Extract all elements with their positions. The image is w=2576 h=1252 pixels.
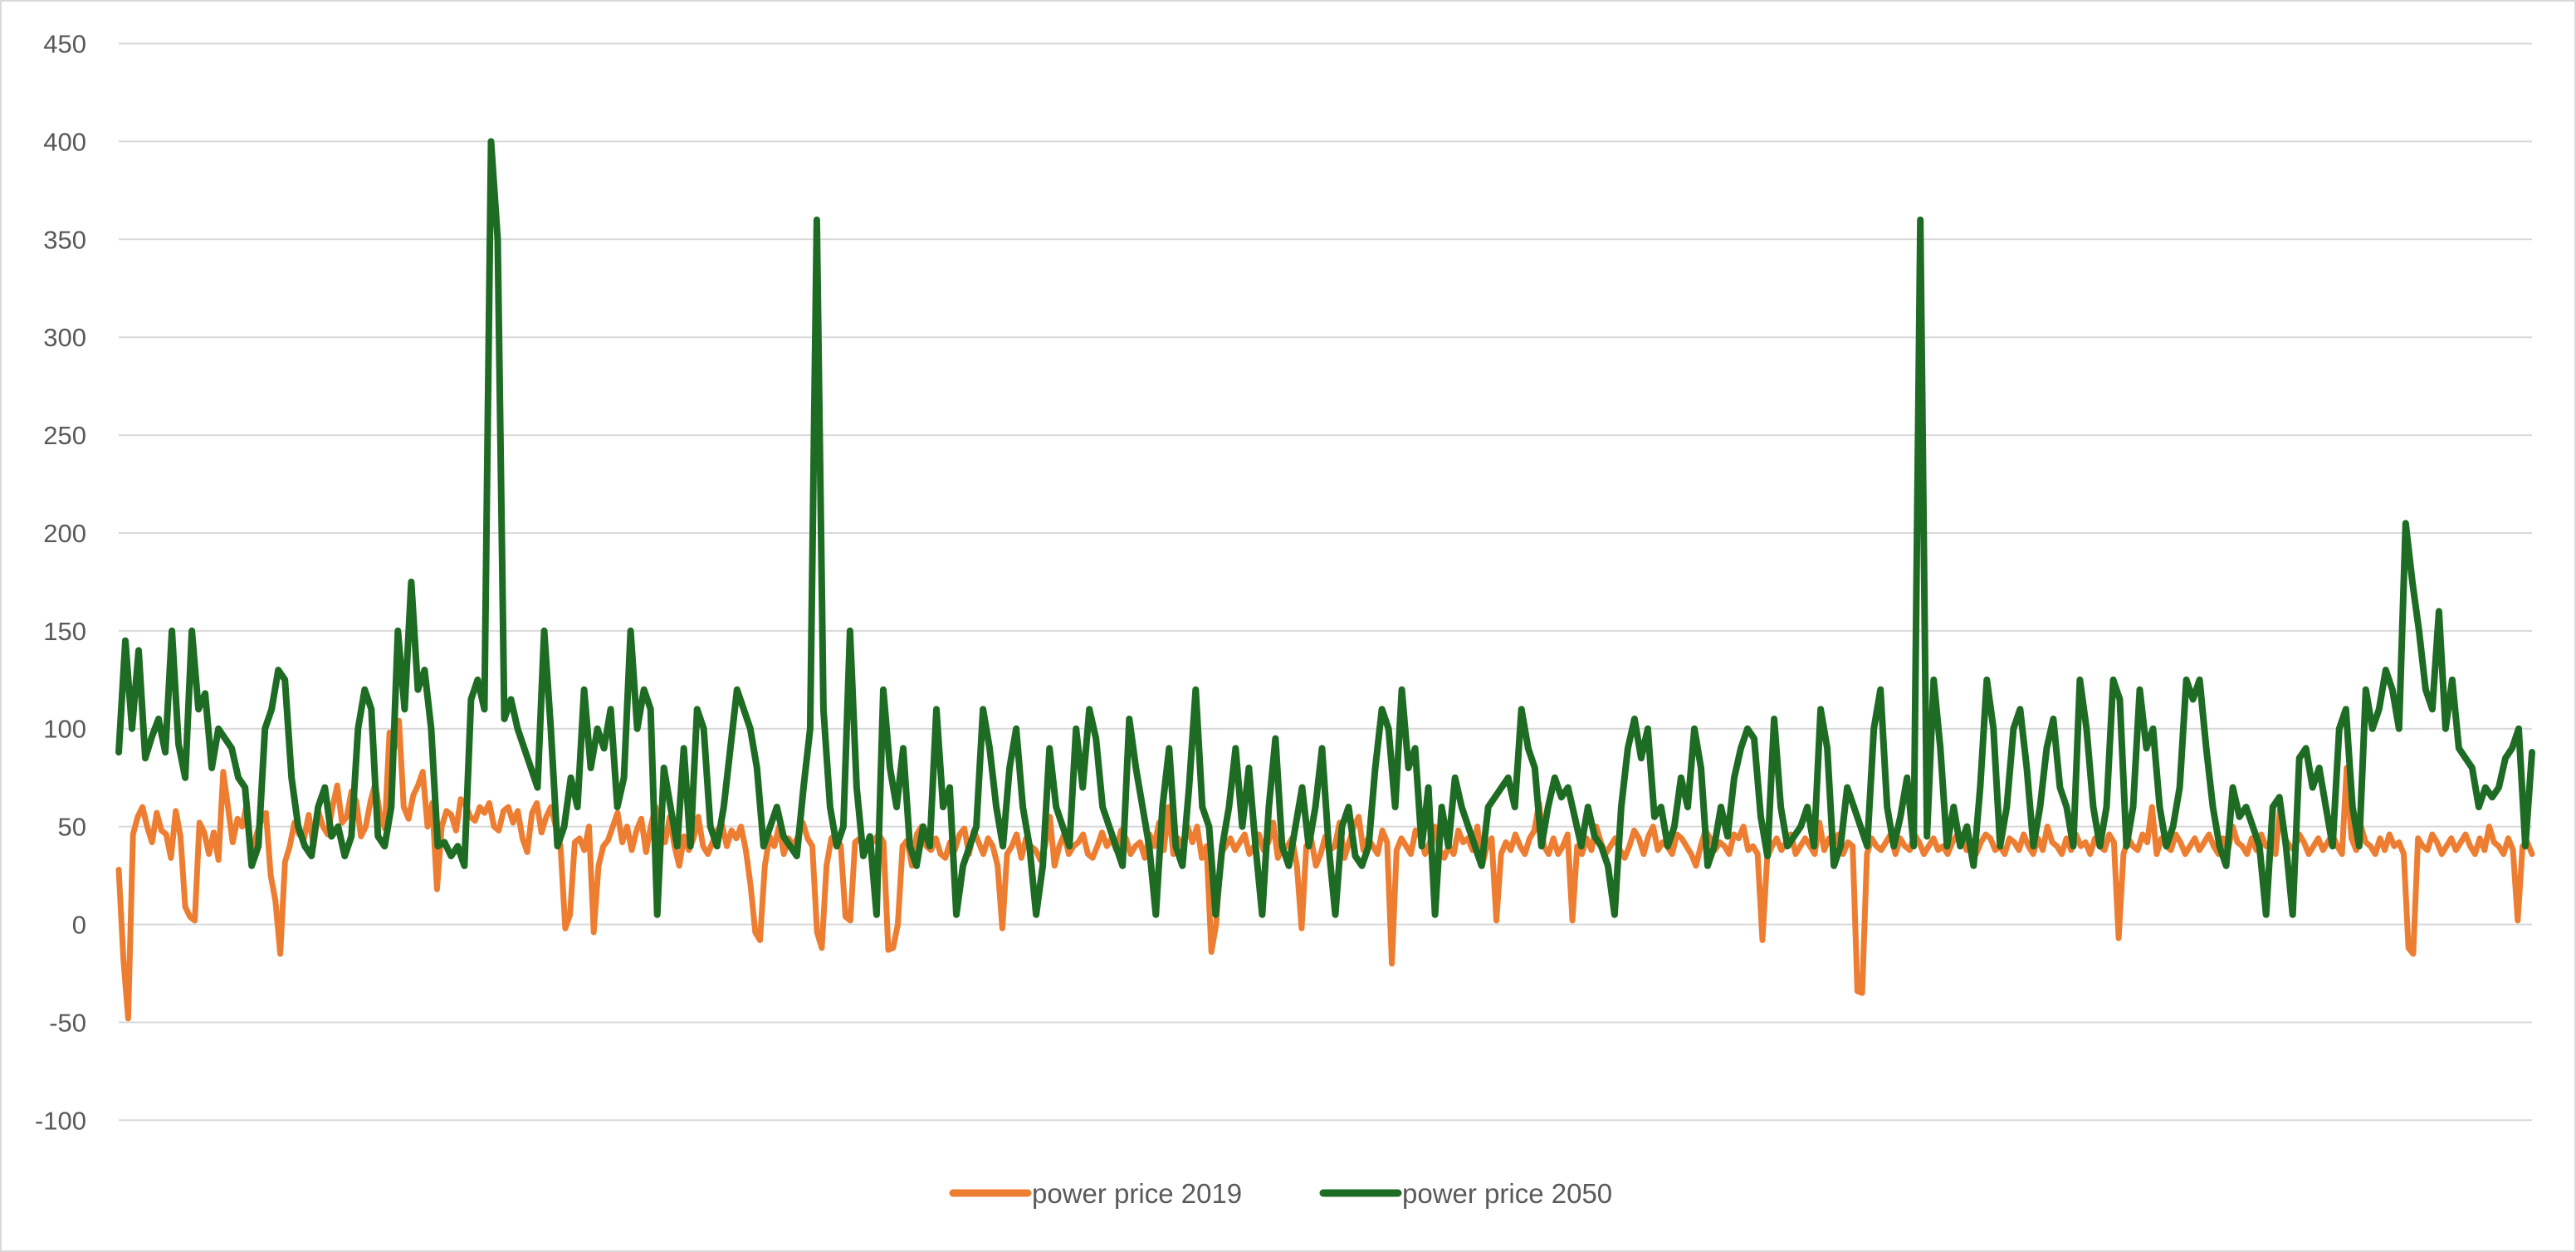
y-tick-label: -100: [35, 1106, 86, 1135]
legend-label-2019: power price 2019: [1032, 1178, 1242, 1209]
y-tick-label: 400: [43, 127, 86, 156]
gridlines: [119, 42, 2532, 1122]
y-tick-label: 50: [58, 813, 86, 842]
y-tick-label: 350: [43, 225, 86, 254]
y-tick-label: -50: [49, 1008, 86, 1037]
y-tick-label: 200: [43, 519, 86, 548]
y-tick-label: 0: [72, 911, 86, 940]
y-tick-label: 300: [43, 323, 86, 352]
y-tick-label: 450: [43, 30, 86, 59]
y-axis-tick-labels: -100 -50 0 50 100 150 200 250 300 350 400 450: [35, 30, 86, 1136]
legend-label-2050: power price 2050: [1402, 1178, 1612, 1209]
y-tick-label: 150: [43, 617, 86, 646]
legend: power price 2019 power price 2050: [949, 1178, 1612, 1209]
series-line-2050: [115, 138, 2535, 918]
y-tick-label: 250: [43, 421, 86, 450]
y-tick-label: 100: [43, 715, 86, 744]
series-lines: [115, 138, 2535, 1022]
